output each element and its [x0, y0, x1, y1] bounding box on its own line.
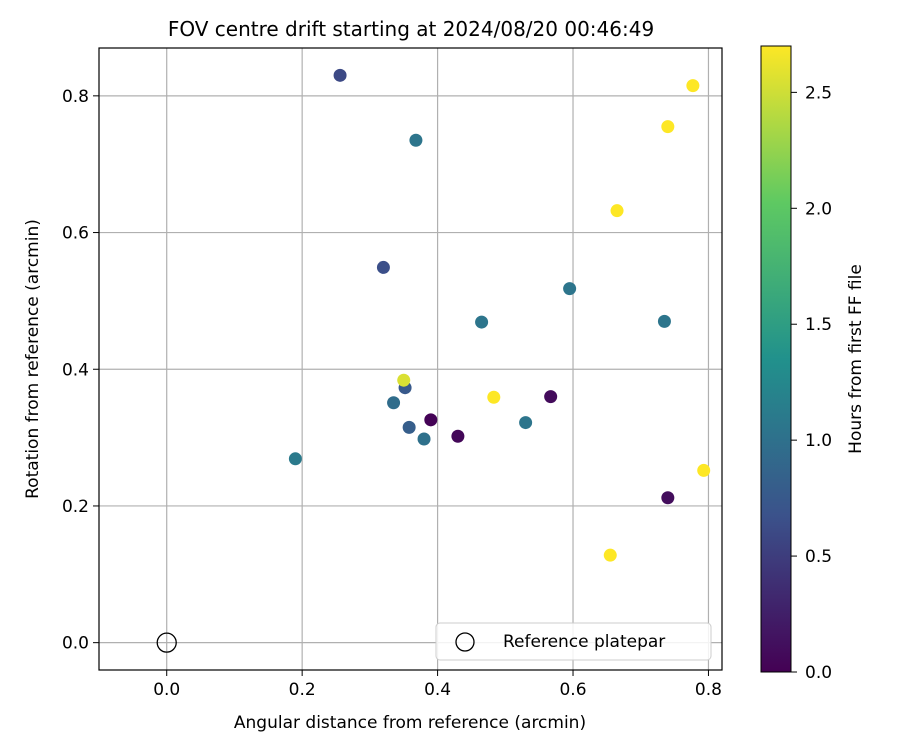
- data-point: [424, 413, 438, 427]
- y-tick-label: 0.8: [62, 87, 89, 107]
- y-tick-label: 0.0: [62, 634, 89, 654]
- data-points: [288, 68, 711, 562]
- colorbar: 0.0 0.5 1.0 1.5 2.0 2.5 Hours from first FF f…: [760, 45, 866, 683]
- x-axis: 0.0 0.2 0.4 0.6 0.8: [153, 670, 722, 700]
- reference-platepar-marker: [156, 632, 177, 653]
- data-point: [563, 282, 577, 296]
- data-point: [451, 429, 465, 443]
- colorbar-tick-label: 0.5: [805, 547, 832, 567]
- reference-marker-layer: [156, 632, 177, 653]
- data-point: [487, 390, 501, 404]
- x-tick-label: 0.8: [695, 680, 722, 700]
- data-point: [610, 204, 624, 218]
- data-point: [661, 491, 675, 505]
- y-tick-label: 0.2: [62, 497, 89, 517]
- legend: Reference platepar: [435, 622, 712, 661]
- data-point: [603, 548, 617, 562]
- data-point: [387, 396, 401, 410]
- data-point: [661, 120, 675, 134]
- data-point: [417, 432, 431, 446]
- y-tick-label: 0.6: [62, 224, 89, 244]
- data-point: [333, 68, 347, 82]
- plot-frame: [98, 47, 723, 671]
- colorbar-gradient: [760, 45, 792, 673]
- colorbar-tick-label: 2.5: [805, 83, 832, 103]
- chart-title: FOV centre drift starting at 2024/08/20 …: [168, 17, 654, 41]
- data-point: [402, 420, 416, 434]
- x-tick-label: 0.0: [153, 680, 180, 700]
- data-point: [397, 373, 411, 387]
- data-point: [475, 315, 489, 329]
- data-point: [657, 314, 671, 328]
- data-point: [376, 260, 390, 274]
- x-tick-label: 0.4: [424, 680, 451, 700]
- colorbar-tick-label: 1.5: [805, 315, 832, 335]
- y-tick-label: 0.4: [62, 360, 89, 380]
- legend-box: [435, 622, 712, 661]
- data-point: [409, 133, 423, 147]
- data-point: [686, 79, 700, 93]
- colorbar-label: Hours from first FF file: [846, 264, 866, 454]
- x-tick-label: 0.6: [559, 680, 586, 700]
- colorbar-tick-label: 0.0: [805, 663, 832, 683]
- colorbar-tick-label: 2.0: [805, 199, 832, 219]
- grid-lines: [99, 48, 722, 670]
- data-point: [288, 452, 302, 466]
- x-tick-label: 0.2: [289, 680, 316, 700]
- y-axis-label: Rotation from reference (arcmin): [23, 219, 43, 499]
- y-axis: 0.0 0.2 0.4 0.6 0.8: [62, 87, 99, 654]
- data-point: [519, 416, 533, 430]
- legend-reference-label: Reference platepar: [503, 632, 665, 652]
- colorbar-tick-label: 1.0: [805, 431, 832, 451]
- x-axis-label: Angular distance from reference (arcmin): [234, 713, 586, 733]
- colorbar-ticks: 0.0 0.5 1.0 1.5 2.0 2.5: [791, 83, 832, 683]
- data-point: [697, 463, 711, 477]
- legend-reference-marker: [455, 632, 475, 652]
- data-point: [544, 390, 558, 404]
